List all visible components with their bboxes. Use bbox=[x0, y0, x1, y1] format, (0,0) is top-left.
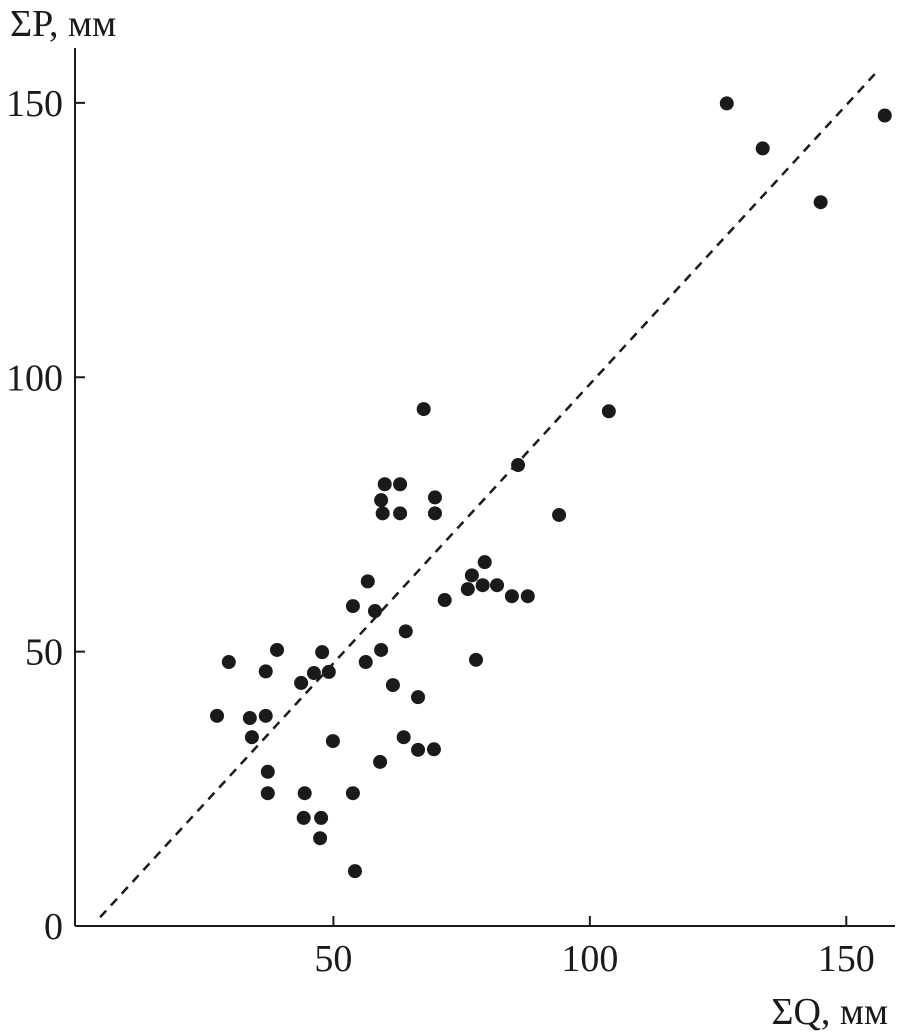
point bbox=[260, 786, 275, 801]
point bbox=[373, 754, 388, 769]
y-tick-label: 100 bbox=[6, 357, 63, 399]
point bbox=[477, 555, 492, 570]
point bbox=[258, 708, 273, 723]
point bbox=[321, 664, 336, 679]
x-axis-label: ΣQ, мм bbox=[771, 991, 888, 1033]
point bbox=[294, 675, 309, 690]
y-axis-label: ΣP, мм bbox=[10, 3, 116, 45]
x-tick-label: 100 bbox=[561, 938, 618, 980]
point bbox=[358, 655, 373, 670]
y-tick-label: 50 bbox=[25, 632, 63, 674]
point bbox=[460, 582, 475, 597]
point bbox=[719, 96, 734, 111]
x-tick-label: 150 bbox=[818, 938, 875, 980]
point bbox=[367, 604, 382, 619]
point bbox=[347, 864, 362, 879]
point bbox=[270, 642, 285, 657]
point bbox=[464, 568, 479, 583]
point bbox=[210, 708, 225, 723]
point bbox=[411, 690, 426, 705]
point bbox=[511, 458, 526, 473]
point bbox=[877, 108, 892, 123]
point bbox=[377, 477, 392, 492]
point bbox=[427, 506, 442, 521]
point bbox=[242, 711, 257, 726]
point bbox=[314, 810, 329, 825]
point bbox=[813, 195, 828, 210]
point bbox=[260, 764, 275, 779]
fit-line bbox=[99, 71, 877, 919]
x-tick-label: 50 bbox=[314, 938, 352, 980]
point bbox=[375, 506, 390, 521]
point bbox=[313, 831, 328, 846]
point bbox=[360, 574, 375, 589]
point bbox=[437, 593, 452, 608]
point bbox=[504, 589, 519, 604]
point bbox=[258, 664, 273, 679]
point bbox=[426, 742, 441, 757]
point bbox=[221, 655, 236, 670]
point bbox=[297, 786, 312, 801]
y-tick-label: 150 bbox=[6, 83, 63, 125]
point bbox=[296, 810, 311, 825]
point bbox=[393, 477, 408, 492]
point bbox=[396, 730, 411, 745]
point bbox=[398, 624, 413, 639]
point bbox=[411, 742, 426, 757]
point bbox=[325, 734, 340, 749]
point bbox=[427, 490, 442, 505]
point bbox=[374, 642, 389, 657]
point bbox=[385, 678, 400, 693]
y-tick-label: 0 bbox=[44, 906, 63, 948]
point bbox=[520, 589, 535, 604]
point bbox=[374, 493, 389, 508]
point bbox=[345, 599, 360, 614]
point bbox=[244, 730, 259, 745]
point bbox=[475, 578, 490, 593]
point bbox=[345, 786, 360, 801]
point bbox=[601, 404, 616, 419]
point bbox=[552, 507, 567, 522]
point bbox=[755, 141, 770, 156]
point bbox=[416, 402, 431, 417]
point bbox=[393, 506, 408, 521]
point bbox=[315, 645, 330, 660]
point bbox=[490, 578, 505, 593]
point bbox=[468, 652, 483, 667]
point bbox=[306, 666, 321, 681]
